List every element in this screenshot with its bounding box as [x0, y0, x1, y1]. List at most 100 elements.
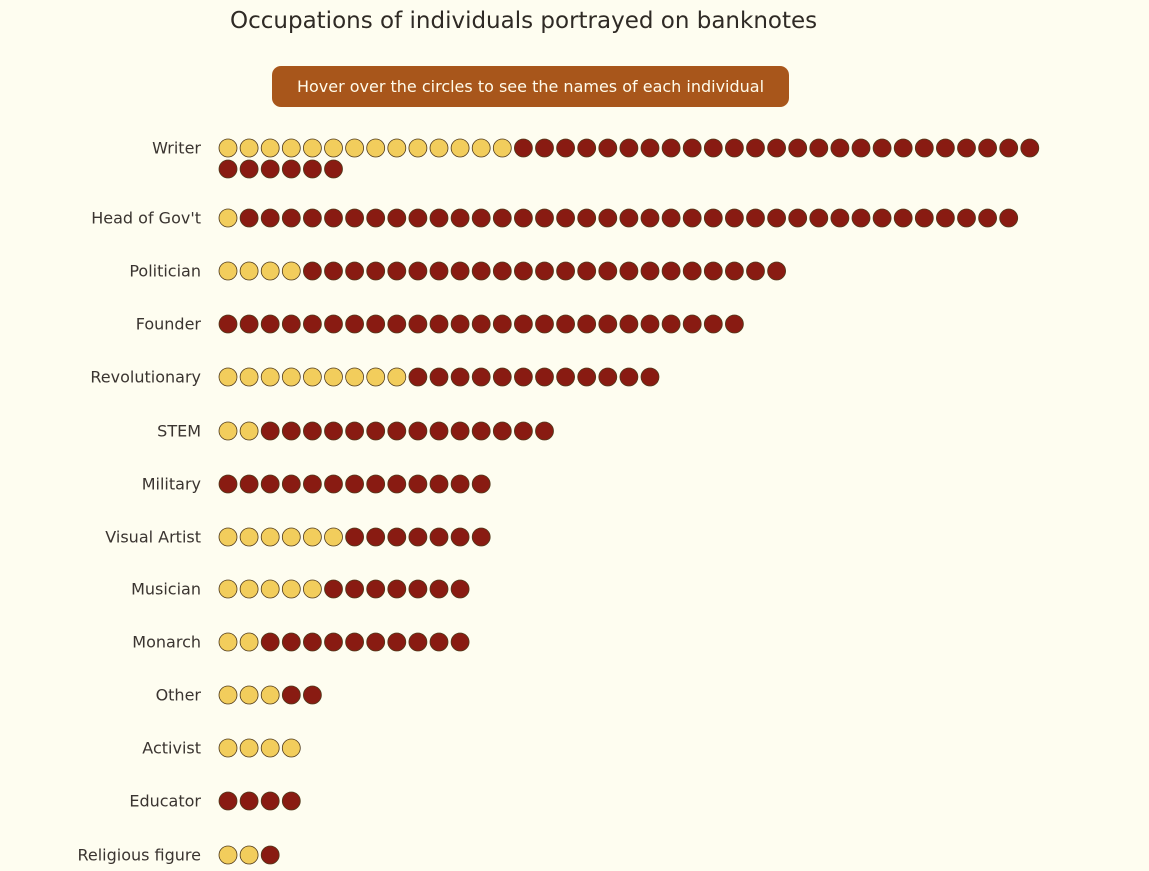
individual-dot[interactable] [281, 791, 301, 811]
individual-dot[interactable] [302, 208, 322, 228]
individual-dot[interactable] [260, 159, 280, 179]
individual-dot[interactable] [218, 138, 238, 158]
individual-dot[interactable] [619, 261, 639, 281]
individual-dot[interactable] [302, 685, 322, 705]
individual-dot[interactable] [556, 314, 575, 334]
individual-dot[interactable] [239, 367, 259, 387]
individual-dot[interactable] [450, 208, 470, 228]
individual-dot[interactable] [725, 138, 744, 158]
individual-dot[interactable] [218, 208, 238, 228]
individual-dot[interactable] [239, 314, 259, 334]
individual-dot[interactable] [324, 579, 343, 599]
individual-dot[interactable] [408, 314, 428, 334]
individual-dot[interactable] [345, 261, 365, 281]
individual-dot[interactable] [429, 579, 449, 599]
individual-dot[interactable] [725, 261, 744, 281]
individual-dot[interactable] [471, 421, 491, 441]
individual-dot[interactable] [366, 527, 386, 547]
individual-dot[interactable] [387, 208, 407, 228]
individual-dot[interactable] [239, 474, 259, 494]
individual-dot[interactable] [387, 632, 407, 652]
individual-dot[interactable] [725, 314, 744, 334]
individual-dot[interactable] [429, 367, 449, 387]
individual-dot[interactable] [429, 261, 449, 281]
individual-dot[interactable] [703, 261, 723, 281]
individual-dot[interactable] [239, 685, 259, 705]
individual-dot[interactable] [535, 367, 554, 387]
individual-dot[interactable] [429, 208, 449, 228]
individual-dot[interactable] [218, 367, 238, 387]
individual-dot[interactable] [577, 208, 597, 228]
individual-dot[interactable] [387, 367, 407, 387]
individual-dot[interactable] [408, 579, 428, 599]
individual-dot[interactable] [260, 314, 280, 334]
individual-dot[interactable] [260, 421, 280, 441]
individual-dot[interactable] [302, 579, 322, 599]
individual-dot[interactable] [218, 527, 238, 547]
individual-dot[interactable] [598, 208, 618, 228]
individual-dot[interactable] [830, 208, 850, 228]
individual-dot[interactable] [471, 527, 491, 547]
individual-dot[interactable] [492, 421, 512, 441]
individual-dot[interactable] [450, 367, 470, 387]
individual-dot[interactable] [682, 314, 702, 334]
individual-dot[interactable] [535, 421, 554, 441]
individual-dot[interactable] [260, 845, 280, 865]
individual-dot[interactable] [260, 791, 280, 811]
individual-dot[interactable] [703, 208, 723, 228]
individual-dot[interactable] [324, 314, 343, 334]
individual-dot[interactable] [429, 527, 449, 547]
individual-dot[interactable] [999, 138, 1019, 158]
individual-dot[interactable] [767, 261, 786, 281]
individual-dot[interactable] [471, 474, 491, 494]
individual-dot[interactable] [429, 421, 449, 441]
individual-dot[interactable] [345, 314, 365, 334]
individual-dot[interactable] [514, 208, 533, 228]
individual-dot[interactable] [450, 474, 470, 494]
individual-dot[interactable] [281, 527, 301, 547]
individual-dot[interactable] [366, 367, 386, 387]
individual-dot[interactable] [703, 138, 723, 158]
individual-dot[interactable] [471, 314, 491, 334]
individual-dot[interactable] [281, 261, 301, 281]
individual-dot[interactable] [218, 845, 238, 865]
individual-dot[interactable] [260, 208, 280, 228]
individual-dot[interactable] [366, 579, 386, 599]
individual-dot[interactable] [471, 261, 491, 281]
individual-dot[interactable] [281, 579, 301, 599]
individual-dot[interactable] [598, 314, 618, 334]
individual-dot[interactable] [535, 261, 554, 281]
individual-dot[interactable] [450, 138, 470, 158]
individual-dot[interactable] [640, 138, 660, 158]
individual-dot[interactable] [324, 527, 343, 547]
individual-dot[interactable] [577, 314, 597, 334]
individual-dot[interactable] [281, 367, 301, 387]
individual-dot[interactable] [218, 738, 238, 758]
individual-dot[interactable] [387, 261, 407, 281]
individual-dot[interactable] [577, 261, 597, 281]
individual-dot[interactable] [408, 632, 428, 652]
individual-dot[interactable] [619, 367, 639, 387]
individual-dot[interactable] [577, 367, 597, 387]
individual-dot[interactable] [218, 632, 238, 652]
individual-dot[interactable] [324, 367, 343, 387]
individual-dot[interactable] [239, 138, 259, 158]
individual-dot[interactable] [535, 138, 554, 158]
individual-dot[interactable] [619, 208, 639, 228]
individual-dot[interactable] [978, 208, 997, 228]
individual-dot[interactable] [703, 314, 723, 334]
individual-dot[interactable] [809, 208, 829, 228]
individual-dot[interactable] [492, 367, 512, 387]
individual-dot[interactable] [556, 261, 575, 281]
individual-dot[interactable] [345, 138, 365, 158]
individual-dot[interactable] [450, 579, 470, 599]
individual-dot[interactable] [324, 261, 343, 281]
individual-dot[interactable] [535, 208, 554, 228]
individual-dot[interactable] [260, 138, 280, 158]
individual-dot[interactable] [366, 208, 386, 228]
individual-dot[interactable] [239, 527, 259, 547]
individual-dot[interactable] [239, 845, 259, 865]
individual-dot[interactable] [914, 208, 934, 228]
individual-dot[interactable] [260, 632, 280, 652]
individual-dot[interactable] [324, 159, 343, 179]
